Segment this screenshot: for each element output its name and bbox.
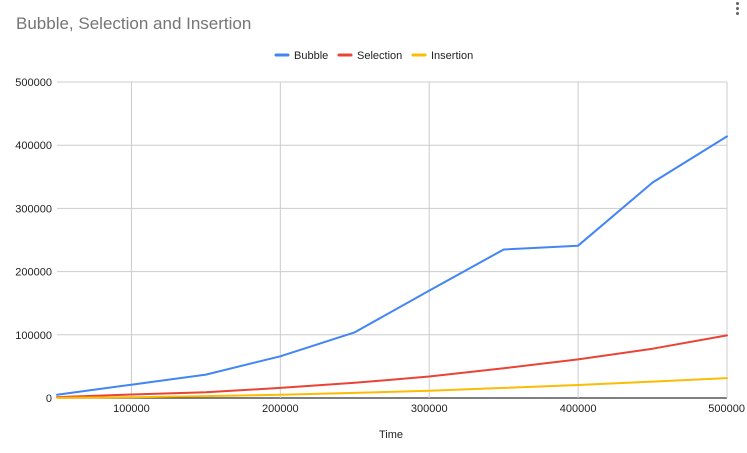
x-tick-label: 500000 xyxy=(708,403,745,415)
x-axis-ticks: 100000 200000 300000 400000 500000 xyxy=(113,403,745,415)
x-axis-title: Time xyxy=(379,429,403,441)
y-tick-label: 100000 xyxy=(15,330,52,342)
legend: Bubble Selection Insertion xyxy=(274,50,473,62)
series-line-bubble xyxy=(56,135,728,396)
y-axis-ticks: 0 100000 200000 300000 400000 500000 xyxy=(15,77,52,405)
gridlines xyxy=(57,81,728,399)
y-tick-label: 400000 xyxy=(15,140,52,152)
series-line-selection xyxy=(56,334,728,399)
y-tick-label: 500000 xyxy=(15,77,52,89)
x-tick-label: 200000 xyxy=(262,403,299,415)
legend-label-insertion: Insertion xyxy=(431,50,473,62)
x-tick-label: 100000 xyxy=(113,403,150,415)
legend-label-selection: Selection xyxy=(357,50,402,62)
y-tick-label: 200000 xyxy=(15,267,52,279)
series-lines xyxy=(56,135,728,399)
y-tick-label: 300000 xyxy=(15,203,52,215)
x-tick-label: 400000 xyxy=(560,403,597,415)
series-line-insertion xyxy=(56,377,728,399)
y-tick-label: 0 xyxy=(46,393,52,405)
legend-label-bubble: Bubble xyxy=(294,50,328,62)
x-tick-label: 300000 xyxy=(411,403,448,415)
more-options-icon[interactable] xyxy=(733,2,741,18)
chart-title: Bubble, Selection and Insertion xyxy=(16,14,252,33)
